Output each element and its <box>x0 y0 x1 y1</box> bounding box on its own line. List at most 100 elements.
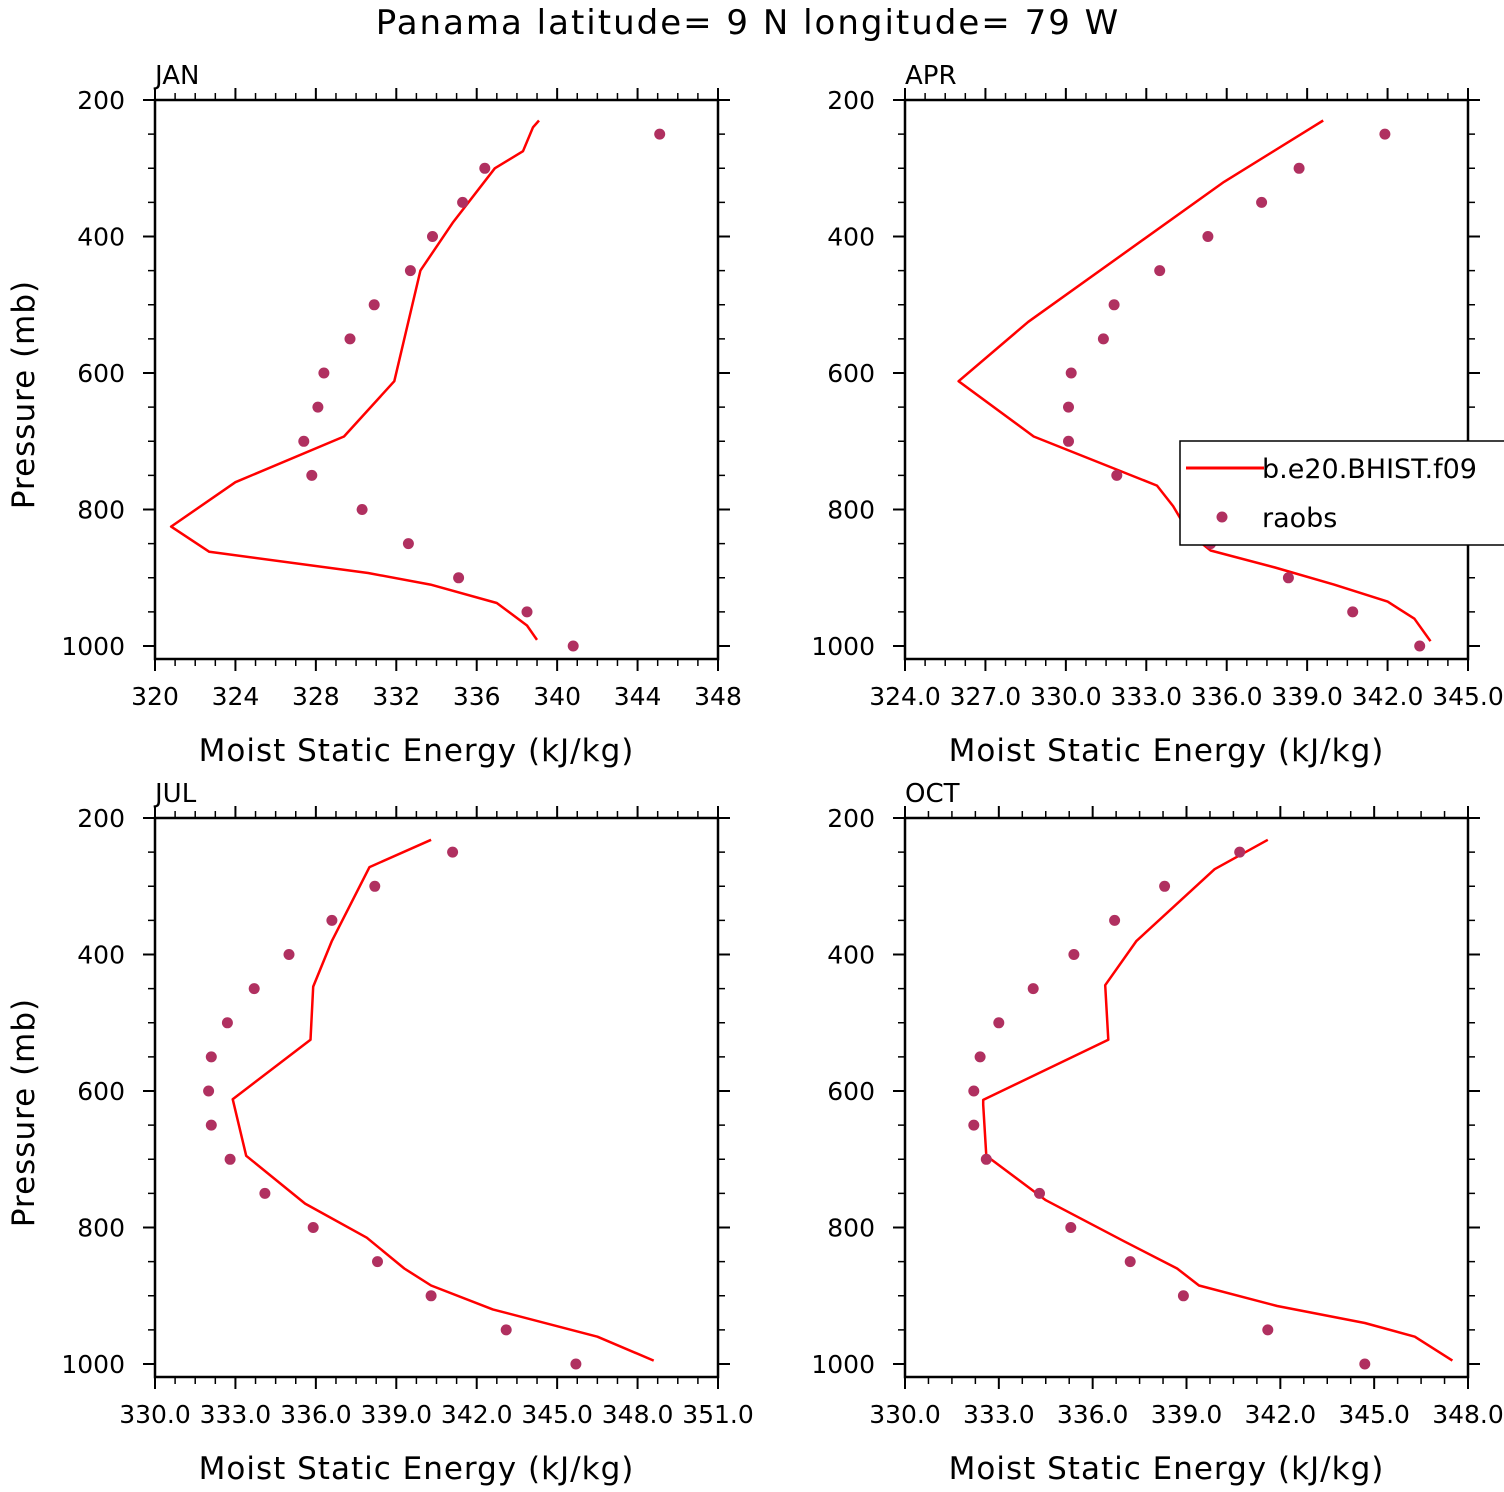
raobs-point <box>1282 572 1294 584</box>
y-tick-label: 400 <box>77 223 125 252</box>
raobs-point <box>248 983 260 995</box>
y-tick-label: 600 <box>827 359 875 388</box>
raobs-point <box>1414 640 1426 652</box>
raobs-point <box>1159 880 1171 892</box>
x-tick-label: 330.0 <box>1030 682 1102 711</box>
raobs-point <box>1097 333 1109 345</box>
x-tick-label: 344 <box>614 682 662 711</box>
raobs-point <box>521 606 533 618</box>
y-tick-label: 1000 <box>811 1350 875 1379</box>
panel-label: OCT <box>905 779 960 809</box>
x-tick-label: 339.0 <box>1151 1400 1223 1429</box>
raobs-point <box>968 1119 980 1131</box>
x-axis-label: Moist Static Energy (kJ/kg) <box>949 733 1385 769</box>
raobs-point <box>457 196 469 208</box>
y-tick-label: 800 <box>827 1214 875 1243</box>
y-tick-label: 1000 <box>61 1350 125 1379</box>
raobs-point <box>453 572 465 584</box>
plot-frame <box>153 816 720 1379</box>
raobs-point <box>369 880 381 892</box>
panel-jul: JUL 330.0 333.0 336.0 339.0 342.0 345.0 348.0 35… <box>6 779 754 1487</box>
x-tick-label: 348 <box>694 682 742 711</box>
raobs-point <box>479 162 491 174</box>
x-axis-label: Moist Static Energy (kJ/kg) <box>949 1451 1385 1487</box>
raobs-point <box>1068 949 1080 960</box>
raobs-point <box>425 1290 437 1302</box>
panel-apr: APR 324.0 327.0 330.0 333.0 336.0 339.0 342.0 34… <box>811 61 1503 769</box>
raobs-point <box>205 1051 217 1063</box>
legend-marker-swatch <box>1216 511 1228 523</box>
y-tick-label: 400 <box>827 223 875 252</box>
raobs-point <box>980 1153 992 1165</box>
raobs-point <box>447 846 459 858</box>
raobs-point <box>1293 162 1305 174</box>
y-tick-label: 1000 <box>811 632 875 661</box>
raobs-point <box>1034 1187 1045 1199</box>
raobs-point <box>203 1085 215 1097</box>
plot-frame <box>903 98 1470 661</box>
x-axis-label: Moist Static Energy (kJ/kg) <box>199 733 635 769</box>
panel-label: JAN <box>153 61 199 91</box>
y-tick-label: 400 <box>827 941 875 970</box>
x-tick-label: 336 <box>453 682 501 711</box>
raobs-point <box>1347 606 1359 618</box>
y-tick-label: 600 <box>77 1077 125 1106</box>
x-tick-label: 348.0 <box>602 1400 674 1429</box>
raobs-point <box>356 504 368 515</box>
raobs-point <box>1124 1256 1136 1268</box>
legend: b.e20.BHIST.f09 raobs <box>1179 440 1504 546</box>
model-profile-line <box>957 119 1432 642</box>
raobs-point <box>221 1017 233 1029</box>
raobs-point <box>1234 846 1246 858</box>
x-tick-label: 328 <box>292 682 340 711</box>
y-axis-label: Pressure (mb) <box>6 998 42 1227</box>
x-tick-label: 339.0 <box>360 1400 432 1429</box>
x-tick-label: 327.0 <box>950 682 1022 711</box>
raobs-point <box>404 265 416 277</box>
x-tick-label: 333.0 <box>1110 682 1182 711</box>
raobs-point <box>1359 1358 1371 1370</box>
raobs-point <box>402 538 414 550</box>
y-axis-label: Pressure (mb) <box>6 280 42 509</box>
raobs-point <box>298 435 310 447</box>
raobs-point <box>1063 435 1074 447</box>
x-tick-label: 324 <box>212 682 260 711</box>
raobs-point <box>993 1017 1005 1029</box>
raobs-point <box>326 914 338 926</box>
y-tick-label: 400 <box>77 941 125 970</box>
raobs-point <box>974 1051 986 1063</box>
x-tick-label: 333.0 <box>200 1400 272 1429</box>
legend-box <box>1179 440 1504 546</box>
x-tick-label: 330.0 <box>869 1400 941 1429</box>
raobs-point <box>312 401 324 413</box>
x-tick-label: 342.0 <box>441 1400 513 1429</box>
x-tick-label: 342.0 <box>1245 1400 1317 1429</box>
raobs-point <box>283 949 295 960</box>
y-tick-label: 200 <box>77 804 125 833</box>
raobs-point <box>968 1085 980 1097</box>
raobs-point <box>500 1324 512 1336</box>
raobs-point <box>1262 1324 1274 1336</box>
raobs-point <box>368 299 380 311</box>
x-tick-label: 351.0 <box>682 1400 754 1429</box>
raobs-point <box>224 1153 236 1165</box>
raobs-point <box>1256 196 1268 208</box>
legend-obs-label: raobs <box>1262 503 1337 534</box>
plot-frame <box>153 98 720 661</box>
panel-label: JUL <box>153 779 197 809</box>
y-tick-label: 600 <box>827 1077 875 1106</box>
raobs-point <box>344 333 356 345</box>
x-tick-label: 345.0 <box>1338 1400 1410 1429</box>
raobs-point <box>1154 265 1166 277</box>
legend-model-label: b.e20.BHIST.f09 <box>1262 454 1477 485</box>
raobs-point <box>1063 401 1074 413</box>
x-tick-label: 342.0 <box>1352 682 1424 711</box>
y-tick-label: 800 <box>77 496 125 525</box>
x-tick-label: 324.0 <box>869 682 941 711</box>
raobs-point <box>1202 231 1214 242</box>
panel-jan: JAN 320 324 328 332 336 340 344 348 200 400 600 800 1… <box>6 61 742 769</box>
raobs-point <box>1108 299 1120 311</box>
model-profile-line <box>981 838 1454 1362</box>
x-tick-label: 336.0 <box>1191 682 1263 711</box>
